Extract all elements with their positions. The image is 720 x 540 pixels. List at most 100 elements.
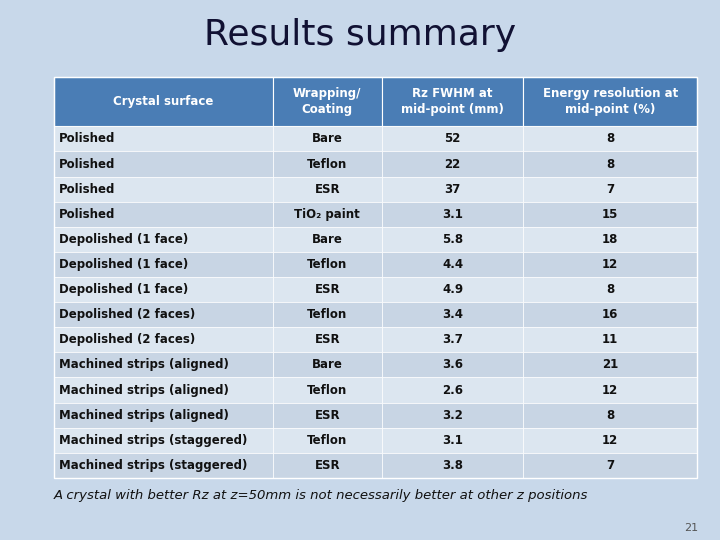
Bar xyxy=(523,177,697,201)
Text: Machined strips (aligned): Machined strips (aligned) xyxy=(58,383,228,396)
Text: 12: 12 xyxy=(602,383,618,396)
Text: ESR: ESR xyxy=(315,459,340,472)
Text: Teflon: Teflon xyxy=(307,383,347,396)
Bar xyxy=(54,428,273,453)
Bar xyxy=(523,402,697,428)
Text: A crystal with better Rz at z=50mm is not necessarily better at other z position: A crystal with better Rz at z=50mm is no… xyxy=(54,489,588,502)
Bar xyxy=(523,327,697,352)
Bar xyxy=(523,377,697,402)
Bar xyxy=(273,126,382,151)
Bar xyxy=(523,302,697,327)
Text: Depolished (2 faces): Depolished (2 faces) xyxy=(58,333,194,346)
Text: 37: 37 xyxy=(444,183,461,195)
Bar xyxy=(523,428,697,453)
Text: Depolished (1 face): Depolished (1 face) xyxy=(58,233,188,246)
Text: 3.2: 3.2 xyxy=(442,409,463,422)
Bar xyxy=(54,377,273,402)
Bar xyxy=(273,151,382,177)
Bar xyxy=(523,77,697,126)
Bar xyxy=(382,402,523,428)
Bar xyxy=(54,201,273,227)
Bar xyxy=(523,453,697,478)
Bar xyxy=(382,201,523,227)
Bar xyxy=(523,227,697,252)
Text: 21: 21 xyxy=(602,359,618,372)
Bar xyxy=(382,377,523,402)
Text: 8: 8 xyxy=(606,283,614,296)
Text: 3.8: 3.8 xyxy=(442,459,463,472)
Text: ESR: ESR xyxy=(315,409,340,422)
Bar xyxy=(54,177,273,201)
Text: Wrapping/
Coating: Wrapping/ Coating xyxy=(293,87,361,116)
Text: Machined strips (aligned): Machined strips (aligned) xyxy=(58,409,228,422)
Bar xyxy=(273,402,382,428)
Bar xyxy=(273,302,382,327)
Text: Crystal surface: Crystal surface xyxy=(113,95,214,108)
Bar xyxy=(273,352,382,377)
Text: 15: 15 xyxy=(602,208,618,221)
Bar xyxy=(273,377,382,402)
Bar xyxy=(382,327,523,352)
Text: Results summary: Results summary xyxy=(204,18,516,52)
Bar xyxy=(382,428,523,453)
Text: 7: 7 xyxy=(606,183,614,195)
Text: 21: 21 xyxy=(684,523,698,533)
Bar xyxy=(273,453,382,478)
Text: Bare: Bare xyxy=(312,359,343,372)
Bar xyxy=(382,151,523,177)
Bar xyxy=(273,77,382,126)
Text: Bare: Bare xyxy=(312,132,343,145)
Bar xyxy=(382,77,523,126)
Bar xyxy=(523,201,697,227)
Bar xyxy=(54,402,273,428)
Text: TiO₂ paint: TiO₂ paint xyxy=(294,208,360,221)
Text: Polished: Polished xyxy=(58,158,115,171)
Bar xyxy=(54,453,273,478)
Bar xyxy=(273,177,382,201)
Text: Depolished (1 face): Depolished (1 face) xyxy=(58,258,188,271)
Text: 3.7: 3.7 xyxy=(442,333,463,346)
Text: Teflon: Teflon xyxy=(307,434,347,447)
Text: Teflon: Teflon xyxy=(307,258,347,271)
Bar xyxy=(523,126,697,151)
Text: ESR: ESR xyxy=(315,183,340,195)
Bar xyxy=(382,453,523,478)
Text: 8: 8 xyxy=(606,158,614,171)
Text: ESR: ESR xyxy=(315,283,340,296)
Text: 5.8: 5.8 xyxy=(442,233,463,246)
Bar xyxy=(54,77,697,478)
Text: ESR: ESR xyxy=(315,333,340,346)
Bar xyxy=(54,302,273,327)
Bar xyxy=(382,227,523,252)
Text: Energy resolution at
mid-point (%): Energy resolution at mid-point (%) xyxy=(543,87,678,116)
Text: Teflon: Teflon xyxy=(307,158,347,171)
Text: 2.6: 2.6 xyxy=(442,383,463,396)
Text: 11: 11 xyxy=(602,333,618,346)
Bar xyxy=(523,352,697,377)
Bar xyxy=(523,252,697,277)
Bar xyxy=(382,302,523,327)
Text: 12: 12 xyxy=(602,258,618,271)
Bar xyxy=(273,428,382,453)
Bar xyxy=(54,227,273,252)
Bar xyxy=(54,327,273,352)
Text: 18: 18 xyxy=(602,233,618,246)
Text: 3.1: 3.1 xyxy=(442,208,463,221)
Bar xyxy=(382,352,523,377)
Text: Machined strips (aligned): Machined strips (aligned) xyxy=(58,359,228,372)
Bar xyxy=(382,126,523,151)
Bar xyxy=(54,77,273,126)
Bar xyxy=(382,252,523,277)
Text: 7: 7 xyxy=(606,459,614,472)
Bar xyxy=(523,151,697,177)
Text: Teflon: Teflon xyxy=(307,308,347,321)
Text: 3.4: 3.4 xyxy=(442,308,463,321)
Text: Machined strips (staggered): Machined strips (staggered) xyxy=(58,459,247,472)
Bar xyxy=(382,177,523,201)
Text: 12: 12 xyxy=(602,434,618,447)
Bar xyxy=(54,352,273,377)
Bar xyxy=(54,126,273,151)
Bar xyxy=(54,252,273,277)
Bar xyxy=(523,277,697,302)
Text: 3.1: 3.1 xyxy=(442,434,463,447)
